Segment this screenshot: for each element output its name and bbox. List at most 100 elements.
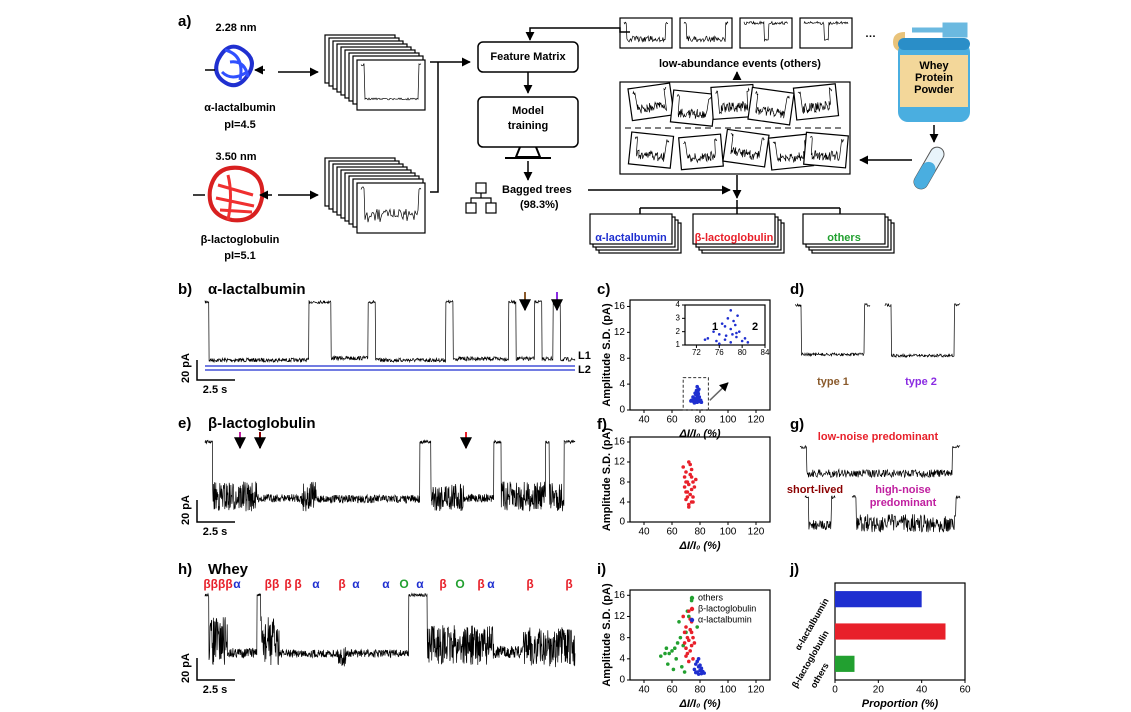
point xyxy=(675,641,680,645)
inset-point xyxy=(746,341,750,344)
point xyxy=(671,667,676,672)
inset-annotation: 2 xyxy=(752,321,758,333)
point xyxy=(682,641,687,645)
card xyxy=(619,17,673,49)
card xyxy=(747,86,795,126)
x-tick-label: 40 xyxy=(638,415,650,426)
tube xyxy=(913,146,945,190)
current-trace xyxy=(794,302,871,358)
x-tick-label: 20 xyxy=(873,685,885,696)
card xyxy=(722,128,770,168)
point xyxy=(687,659,691,664)
point xyxy=(678,635,683,640)
card xyxy=(678,133,724,171)
inset-point xyxy=(723,338,727,341)
current-trace xyxy=(743,20,789,42)
x-tick-label: 60 xyxy=(666,527,678,538)
card xyxy=(792,83,840,121)
inset-annotation: 1 xyxy=(712,321,718,333)
category-label: α-lactalbumin xyxy=(793,596,831,652)
panel-title: Whey xyxy=(208,561,249,578)
point xyxy=(682,630,687,635)
card xyxy=(627,82,675,122)
event-label: O xyxy=(455,577,464,591)
x-tick-label: 60 xyxy=(959,685,971,696)
current-trace xyxy=(204,299,576,364)
x-tick-label: 120 xyxy=(748,527,765,538)
point xyxy=(694,477,698,482)
y-tick-label: 8 xyxy=(619,477,625,488)
low-abundance: low-abundance events (others) xyxy=(659,58,821,70)
point xyxy=(663,651,667,656)
point xyxy=(684,625,688,629)
x-tick-label: 80 xyxy=(738,348,747,357)
class-label: β-lactoglobulin xyxy=(695,232,774,244)
feature-matrix: Feature Matrix xyxy=(490,51,566,63)
card xyxy=(679,17,733,49)
inset-point xyxy=(717,333,721,336)
shape xyxy=(900,55,968,107)
current-trace xyxy=(715,87,750,115)
y-tick-label: 16 xyxy=(614,437,626,448)
point xyxy=(687,482,691,487)
point xyxy=(684,646,688,651)
point xyxy=(682,485,687,489)
event-label: α xyxy=(233,577,241,591)
pi-label: pI=4.5 xyxy=(224,119,256,131)
y-tick-label: 12 xyxy=(614,611,626,622)
inset-point xyxy=(735,335,738,339)
protein-name: α-lactalbumin xyxy=(204,102,276,114)
point xyxy=(689,399,693,403)
point xyxy=(682,670,687,674)
inset-point xyxy=(731,333,734,336)
point xyxy=(685,635,690,640)
card xyxy=(678,133,724,171)
bar xyxy=(835,623,946,640)
point xyxy=(664,646,669,651)
shape xyxy=(505,146,551,159)
shape xyxy=(898,38,970,50)
event-label: β xyxy=(284,577,291,591)
point xyxy=(692,641,697,645)
panel-label: d) xyxy=(790,281,804,298)
event-label: α xyxy=(352,577,360,591)
current-trace xyxy=(730,133,765,161)
scale-y: 20 pA xyxy=(180,653,192,683)
current-trace xyxy=(851,494,961,533)
x-tick-label: 120 xyxy=(748,415,765,426)
size-label: 2.28 nm xyxy=(216,22,257,34)
class-label: α-lactalbumin xyxy=(595,232,667,244)
y-tick-label: 8 xyxy=(619,353,625,364)
inset-point xyxy=(715,339,718,343)
current-trace xyxy=(683,21,729,43)
tree-icon xyxy=(465,182,497,214)
current-trace xyxy=(634,135,670,162)
plot-frame xyxy=(629,436,771,523)
bar xyxy=(835,591,922,608)
x-tick-label: 80 xyxy=(694,685,706,696)
x-tick-label: 80 xyxy=(694,527,706,538)
x-tick-label: 100 xyxy=(720,527,737,538)
inset-point xyxy=(712,330,715,333)
y-tick-label: 16 xyxy=(614,301,626,312)
legend-label: α-lactalbumin xyxy=(698,614,752,624)
point xyxy=(681,465,685,469)
point xyxy=(687,614,691,619)
type-label: type 2 xyxy=(905,376,937,388)
type-label: type 1 xyxy=(817,376,849,388)
card xyxy=(589,213,673,245)
current-trace xyxy=(360,63,422,101)
scale-bar xyxy=(196,658,235,681)
current-trace xyxy=(676,94,712,119)
point xyxy=(695,625,699,629)
protein-name: β-lactoglobulin xyxy=(201,234,280,246)
card xyxy=(739,17,793,49)
y-tick-label: 4 xyxy=(619,653,625,664)
shape xyxy=(485,202,497,214)
pi-label: pI=5.1 xyxy=(224,250,256,262)
size-label: 3.50 nm xyxy=(216,151,257,163)
shape xyxy=(470,193,492,203)
card xyxy=(669,89,717,127)
current-trace xyxy=(809,136,845,162)
card xyxy=(627,131,675,169)
